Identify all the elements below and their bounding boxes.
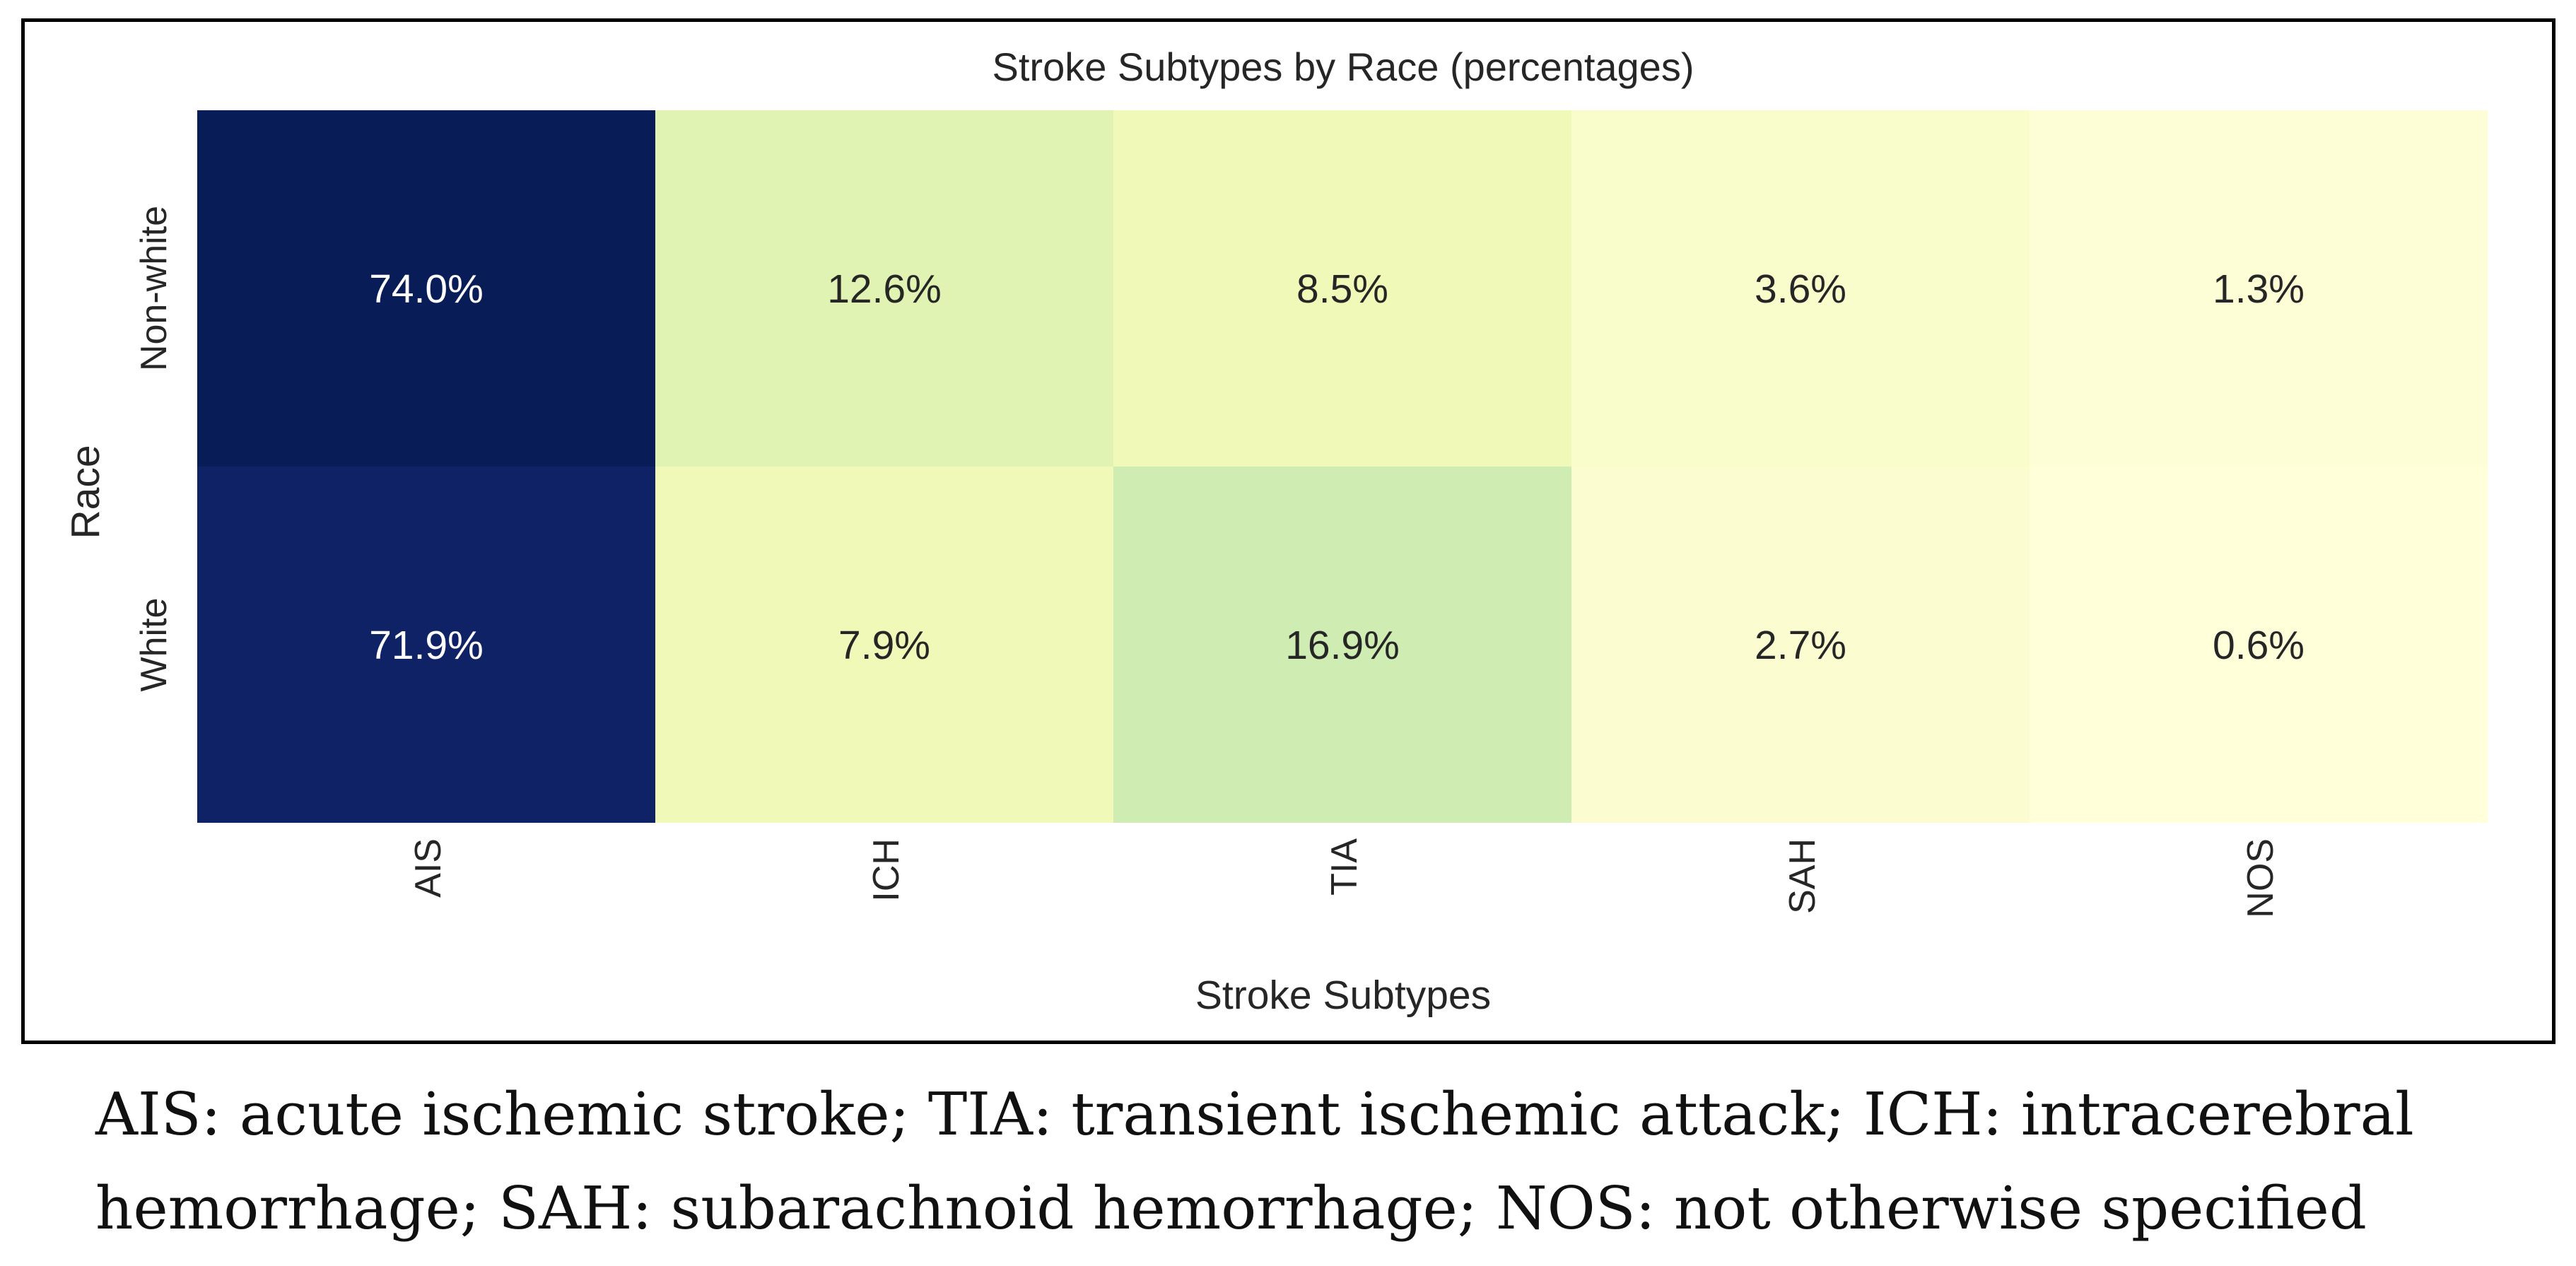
x-tick-label: TIA <box>1324 838 1365 896</box>
heatmap-cell <box>1113 467 1571 823</box>
heatmap-cell <box>1571 110 2030 467</box>
heatmap-cell <box>1113 110 1571 467</box>
heatmap-cell <box>197 467 655 823</box>
x-tick-label: NOS <box>2240 838 2281 918</box>
cell-value-label: 1.3% <box>2213 266 2305 312</box>
x-tick-label: AIS <box>408 838 449 898</box>
heatmap-cell <box>197 110 655 467</box>
heatmap-cell <box>2030 110 2488 467</box>
x-tick-label: ICH <box>866 838 907 902</box>
cell-value-label: 3.6% <box>1755 266 1846 312</box>
cell-value-label: 8.5% <box>1296 266 1388 312</box>
cell-labels: 74.0% 12.6% 8.5% 3.6% 1.3% 71.9% 7.9% 16.9% 2.7%… <box>369 266 2305 668</box>
y-tick-label: White <box>134 598 175 692</box>
figure-caption-line-1: AIS: acute ischemic stroke; TIA: transie… <box>95 1080 2414 1149</box>
x-tick-label: SAH <box>1782 838 1823 914</box>
cell-value-label: 12.6% <box>827 266 942 312</box>
cell-value-label: 2.7% <box>1755 623 1846 668</box>
axes: AIS ICH TIA SAH NOS Non-white White <box>134 206 2281 918</box>
chart-title: Stroke Subtypes by Race (percentages) <box>993 45 1694 89</box>
heatmap-cell <box>2030 467 2488 823</box>
figure-caption-line-2: hemorrhage; SAH: subarachnoid hemorrhage… <box>95 1174 2367 1243</box>
heatmap-cell <box>1571 467 2030 823</box>
heatmap-cell <box>655 110 1113 467</box>
x-axis-label: Stroke Subtypes <box>1195 973 1491 1018</box>
cell-value-label: 74.0% <box>369 266 484 312</box>
cell-value-label: 0.6% <box>2213 623 2305 668</box>
y-tick-label: Non-white <box>134 206 175 371</box>
heatmap-chart: 74.0% 12.6% 8.5% 3.6% 1.3% 71.9% 7.9% 16.9% 2.7%… <box>63 45 2488 1018</box>
figure-frame: 74.0% 12.6% 8.5% 3.6% 1.3% 71.9% 7.9% 16.9% 2.7%… <box>21 18 2555 1044</box>
heatmap-cells <box>197 110 2488 823</box>
heatmap-cell <box>655 467 1113 823</box>
cell-value-label: 16.9% <box>1285 623 1400 668</box>
cell-value-label: 71.9% <box>369 623 484 668</box>
y-axis-label: Race <box>63 445 108 539</box>
cell-value-label: 7.9% <box>838 623 930 668</box>
